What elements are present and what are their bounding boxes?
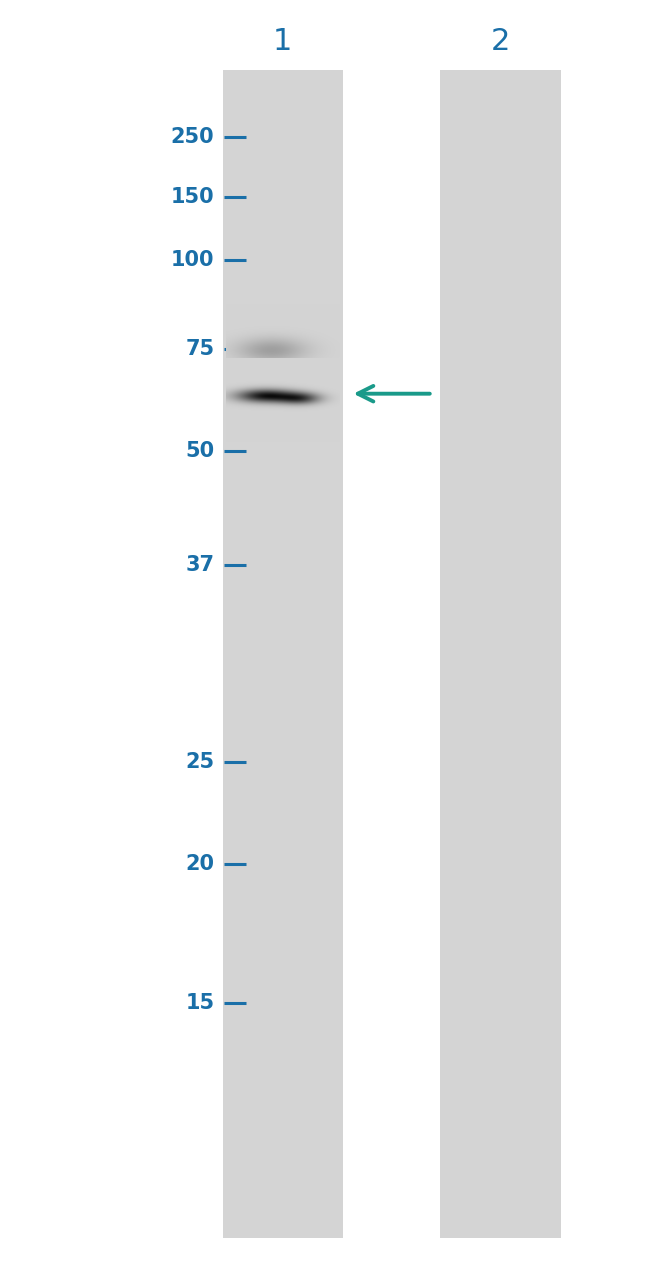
Text: 25: 25 [185,752,214,772]
Text: 20: 20 [185,853,214,874]
Text: 50: 50 [185,441,214,461]
Text: 15: 15 [185,993,214,1013]
Text: 1: 1 [273,28,292,56]
Text: 150: 150 [171,187,215,207]
Bar [441,70,560,1238]
Bar [222,70,343,1238]
Text: 100: 100 [171,250,215,271]
Text: 250: 250 [171,127,215,147]
Text: 2: 2 [491,28,510,56]
Text: 37: 37 [185,555,214,575]
Text: 75: 75 [185,339,214,359]
